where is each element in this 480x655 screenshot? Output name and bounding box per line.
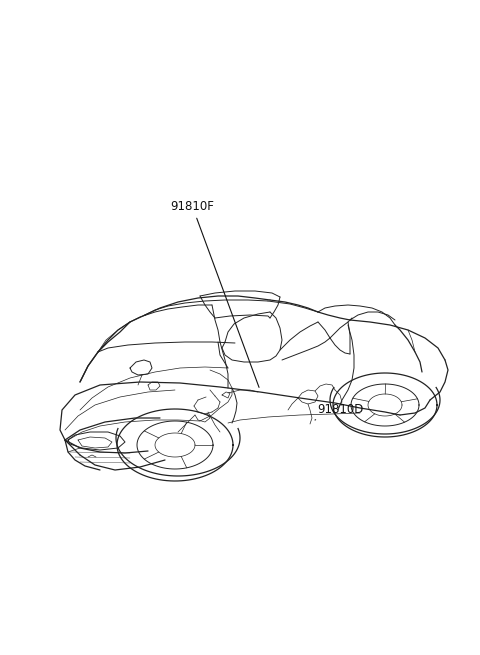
Text: 91810D: 91810D xyxy=(315,403,363,420)
Text: 91810F: 91810F xyxy=(170,200,259,387)
